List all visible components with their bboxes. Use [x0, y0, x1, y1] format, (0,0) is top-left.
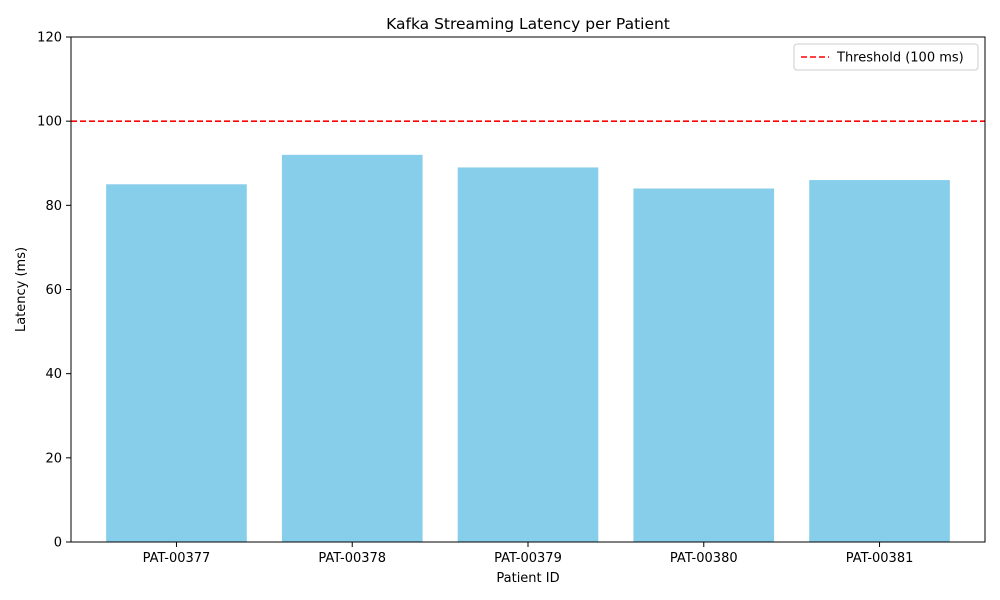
x-axis: PAT-00377 PAT-00378 PAT-00379 PAT-00380 PAT-… [143, 542, 914, 566]
y-tick-label: 60 [45, 283, 62, 298]
y-tick-label: 100 [37, 115, 62, 130]
y-axis: 0 20 40 60 80 100 120 [37, 31, 71, 551]
legend: Threshold (100 ms) [793, 43, 979, 71]
x-tick-label: PAT-00381 [846, 551, 914, 566]
y-tick-label: 0 [54, 536, 62, 551]
bar-pat-00379 [457, 167, 599, 543]
bar-pat-00381 [809, 180, 950, 543]
legend-box [793, 43, 979, 71]
x-tick-label: PAT-00379 [494, 551, 562, 566]
chart-title: Kafka Streaming Latency per Patient [386, 15, 670, 33]
bar-pat-00377 [106, 184, 247, 542]
y-tick-label: 40 [45, 367, 62, 382]
bar-pat-00378 [281, 154, 423, 543]
x-tick-label: PAT-00380 [670, 551, 738, 566]
y-tick-label: 80 [45, 199, 62, 214]
legend-threshold-label: Threshold (100 ms) [836, 51, 964, 66]
x-axis-label: Patient ID [496, 571, 559, 586]
bars-group [106, 154, 950, 543]
bar-pat-00380 [633, 188, 775, 542]
x-tick-label: PAT-00377 [143, 551, 211, 566]
y-axis-label: Latency (ms) [14, 247, 29, 332]
y-tick-label: 20 [45, 451, 62, 466]
y-tick-label: 120 [37, 31, 62, 46]
x-tick-label: PAT-00378 [318, 551, 386, 566]
